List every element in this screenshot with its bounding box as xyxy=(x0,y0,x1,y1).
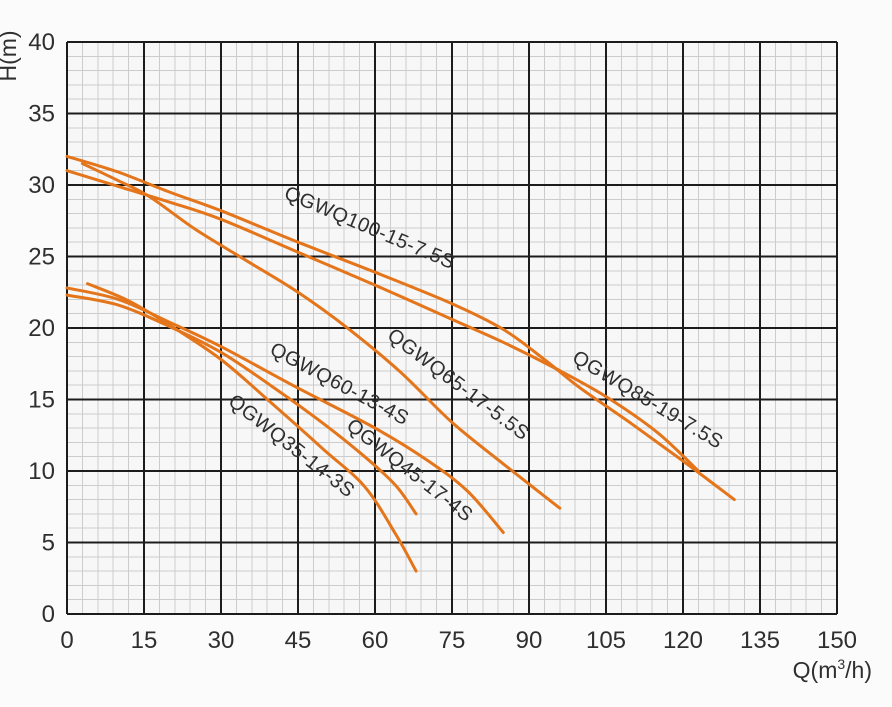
x-tick-150: 150 xyxy=(817,627,857,654)
x-tick-120: 120 xyxy=(663,627,703,654)
y-tick-20: 20 xyxy=(28,315,55,342)
x-tick-60: 60 xyxy=(362,627,389,654)
y-tick-10: 10 xyxy=(28,458,55,485)
curve-QGWQ100-15-7.5S xyxy=(65,154,736,502)
major-grid xyxy=(66,41,838,615)
curve-QGWQ45-17-4S xyxy=(65,293,418,516)
x-axis-title-superscript: 3 xyxy=(837,656,845,672)
x-axis-title-main: Q(m xyxy=(793,657,838,683)
x-axis-title: Q(m3/h) xyxy=(793,656,872,683)
y-tick-35: 35 xyxy=(28,101,55,128)
y-tick-5: 5 xyxy=(42,530,55,557)
x-tick-75: 75 xyxy=(439,627,466,654)
y-tick-40: 40 xyxy=(28,29,55,56)
y-tick-0: 0 xyxy=(42,601,55,628)
y-axis-tick-labels: 0 5 10 15 20 25 30 35 40 xyxy=(28,29,55,628)
curve-QGWQ35-14-3S xyxy=(86,282,418,573)
x-tick-0: 0 xyxy=(60,627,73,654)
x-tick-135: 135 xyxy=(740,627,780,654)
x-axis-tick-labels: 0 15 30 45 60 75 90 105 120 135 150 xyxy=(60,627,857,654)
curve-QGWQ85-19-7.5S xyxy=(65,169,700,473)
x-tick-45: 45 xyxy=(285,627,312,654)
x-axis-title-unit: /h) xyxy=(845,657,872,683)
curve-QGWQ65-17-5.5S xyxy=(80,162,562,510)
pump-curves xyxy=(65,154,736,573)
x-tick-105: 105 xyxy=(586,627,626,654)
x-tick-15: 15 xyxy=(131,627,158,654)
y-tick-15: 15 xyxy=(28,387,55,414)
x-tick-30: 30 xyxy=(208,627,235,654)
y-axis-title: H(m) xyxy=(0,30,21,81)
y-tick-25: 25 xyxy=(28,244,55,271)
x-tick-90: 90 xyxy=(516,627,543,654)
y-tick-30: 30 xyxy=(28,172,55,199)
